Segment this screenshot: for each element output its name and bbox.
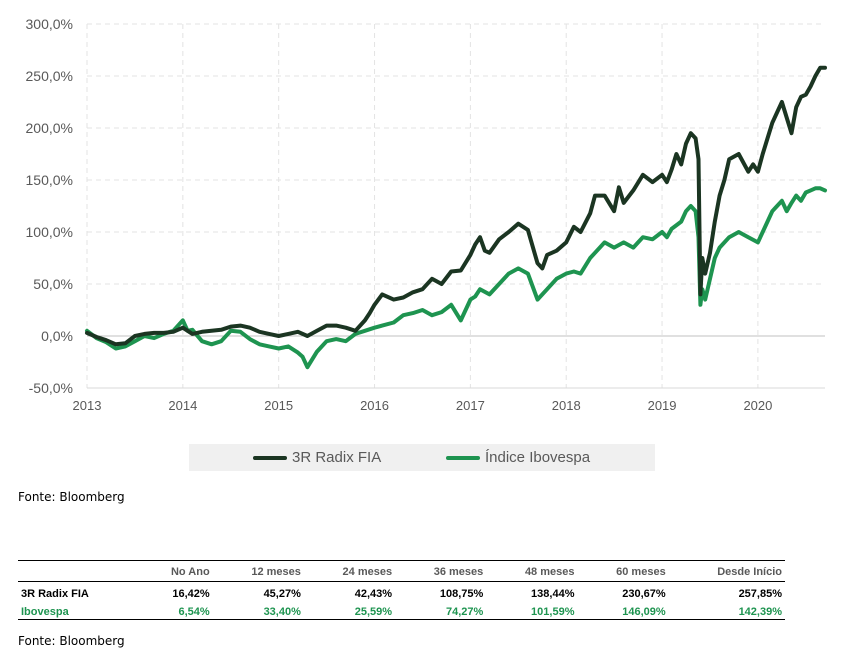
x-tick-label: 2016 [360, 398, 389, 413]
table-cell: 230,67% [622, 587, 666, 600]
legend-item-ibovespa: Índice Ibovespa [446, 444, 590, 471]
legend-item-radix: 3R Radix FIA [253, 444, 381, 471]
chart-series [85, 65, 827, 370]
table-cell: 101,59% [531, 606, 575, 618]
row-label: Ibovespa [21, 606, 69, 618]
x-tick-label: 2015 [264, 398, 293, 413]
table-cell: 25,59% [354, 606, 393, 618]
source-note-chart: Fonte: Bloomberg [18, 490, 125, 504]
y-tick-label: 0,0% [41, 328, 73, 344]
returns-table-header: No Ano 12 meses 24 meses 36 meses 48 mes… [18, 560, 785, 582]
source-note-table: Fonte: Bloomberg [18, 634, 125, 648]
x-tick-label: 2017 [456, 398, 485, 413]
y-tick-label: 200,0% [26, 120, 73, 136]
y-tick-label: 300,0% [26, 16, 73, 32]
table-cell: 6,54% [178, 606, 210, 618]
x-tick-label: 2020 [743, 398, 772, 413]
y-tick-label: 50,0% [33, 276, 73, 292]
series-line-ibovespa [85, 186, 827, 370]
y-tick-label: 150,0% [26, 172, 73, 188]
legend-swatch-ibovespa [446, 455, 480, 460]
table-row-radix: 3R Radix FIA 16,42% 45,27% 42,43% 108,75… [18, 582, 785, 606]
series-line-radix [85, 65, 827, 347]
chart-legend: 3R Radix FIA Índice Ibovespa [189, 444, 655, 471]
table-row-ibovespa: Ibovespa 6,54% 33,40% 25,59% 74,27% 101,… [18, 605, 785, 620]
x-tick-label: 2019 [648, 398, 677, 413]
table-cell: 138,44% [531, 587, 575, 600]
x-tick-label: 2014 [168, 398, 197, 413]
returns-table: No Ano 12 meses 24 meses 36 meses 48 mes… [18, 560, 785, 620]
header-cell-name [18, 561, 139, 582]
table-cell: 108,75% [439, 587, 484, 600]
table-cell: 45,27% [263, 587, 301, 600]
table-cell: 16,42% [172, 587, 210, 600]
y-tick-label: 100,0% [26, 224, 73, 240]
x-tick-label: 2013 [73, 398, 102, 413]
table-cell: 257,85% [738, 587, 782, 600]
x-tick-label: 2018 [552, 398, 581, 413]
y-tick-label: 250,0% [26, 68, 73, 84]
table-cell: 142,39% [738, 606, 782, 618]
header-cell: Desde Início [717, 566, 782, 578]
header-cell: 48 meses [524, 566, 575, 578]
header-cell: 60 meses [616, 566, 666, 578]
chart-axes: 300,0% 250,0% 200,0% 150,0% 100,0% 50,0% 0,0% -… [26, 16, 825, 413]
legend-swatch-radix [253, 455, 287, 460]
table-cell: 42,43% [354, 587, 393, 600]
table-cell: 74,27% [445, 606, 484, 618]
table-cell: 33,40% [263, 606, 301, 618]
header-cell: 36 meses [433, 566, 484, 578]
legend-label-ibovespa: Índice Ibovespa [485, 449, 591, 466]
y-tick-label: -50,0% [29, 380, 73, 396]
header-cell: 24 meses [342, 566, 393, 578]
performance-chart: 300,0% 250,0% 200,0% 150,0% 100,0% 50,0% 0,0% -… [26, 16, 827, 413]
header-cell: No Ano [170, 566, 210, 578]
legend-label-radix: 3R Radix FIA [292, 449, 382, 466]
table-cell: 146,09% [622, 606, 666, 618]
row-label: 3R Radix FIA [21, 587, 89, 600]
header-cell: 12 meses [251, 566, 301, 578]
